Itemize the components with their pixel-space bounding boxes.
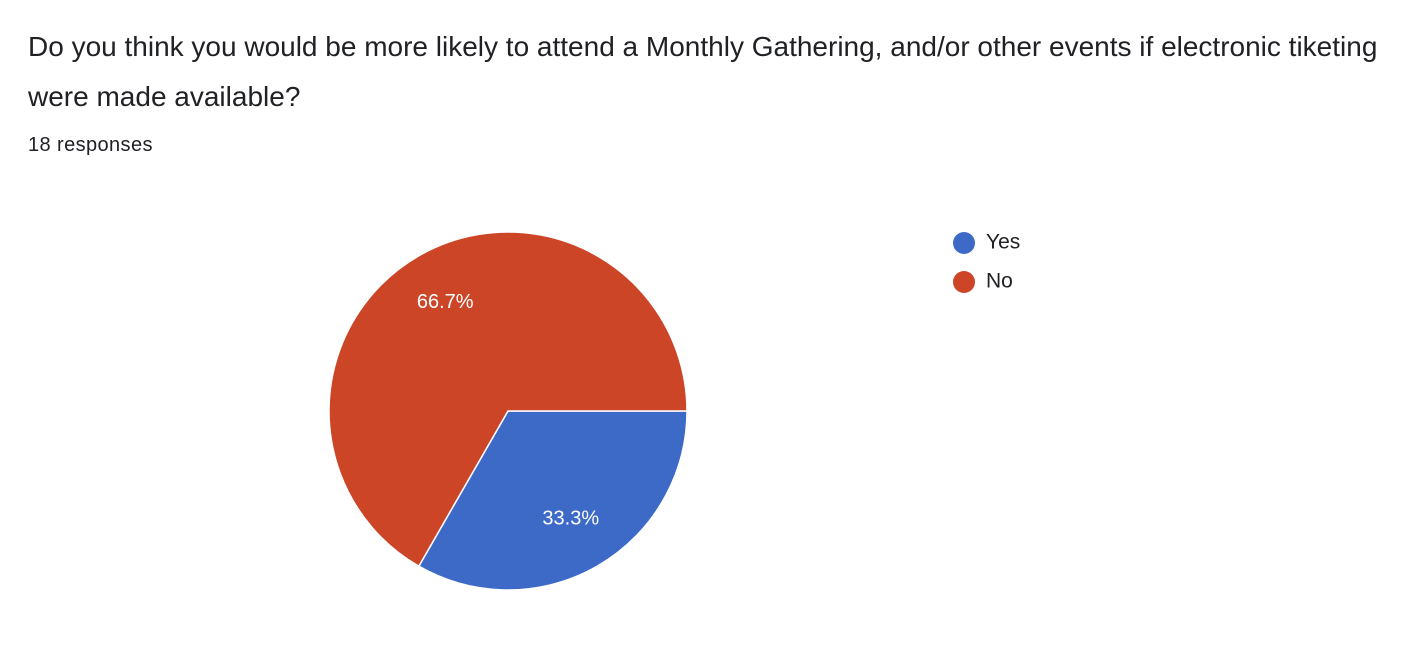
legend-swatch xyxy=(953,271,975,293)
chart-title: Do you think you would be more likely to… xyxy=(28,31,1378,112)
legend-label: Yes xyxy=(986,231,1020,254)
chart-subtitle: 18 responses xyxy=(28,134,153,156)
pie-slice xyxy=(417,410,688,591)
slice-label: 66.7% xyxy=(417,291,474,313)
slice-label: 33.3% xyxy=(542,508,599,530)
legend-label: No xyxy=(986,270,1013,293)
legend-swatch xyxy=(953,232,975,254)
pie-slice xyxy=(328,231,688,568)
